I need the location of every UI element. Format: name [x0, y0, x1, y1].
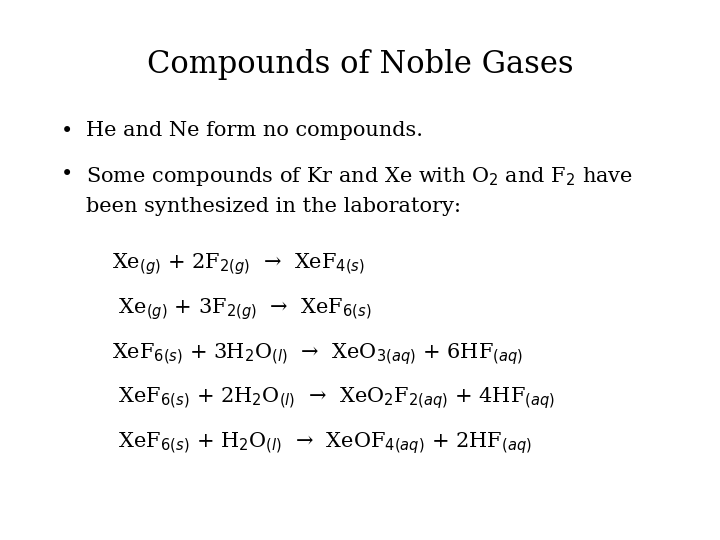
Text: been synthesized in the laboratory:: been synthesized in the laboratory: — [86, 197, 462, 216]
Text: Compounds of Noble Gases: Compounds of Noble Gases — [147, 49, 573, 79]
Text: He and Ne form no compounds.: He and Ne form no compounds. — [86, 122, 423, 140]
Text: XeF$_{6(s)}$ + 3H$_2$O$_{(l)}$  →  XeO$_{3(aq)}$ + 6HF$_{(aq)}$: XeF$_{6(s)}$ + 3H$_2$O$_{(l)}$ → XeO$_{3… — [112, 341, 523, 367]
Text: •: • — [61, 122, 73, 140]
Text: Xe$_{(g)}$ + 2F$_{2(g)}$  →  XeF$_{4(s)}$: Xe$_{(g)}$ + 2F$_{2(g)}$ → XeF$_{4(s)}$ — [112, 251, 364, 277]
Text: Some compounds of Kr and Xe with O$_2$ and F$_2$ have: Some compounds of Kr and Xe with O$_2$ a… — [86, 165, 634, 188]
Text: •: • — [61, 165, 73, 184]
Text: Xe$_{(g)}$ + 3F$_{2(g)}$  →  XeF$_{6(s)}$: Xe$_{(g)}$ + 3F$_{2(g)}$ → XeF$_{6(s)}$ — [112, 296, 372, 322]
Text: XeF$_{6(s)}$ + H$_2$O$_{(l)}$  →  XeOF$_{4(aq)}$ + 2HF$_{(aq)}$: XeF$_{6(s)}$ + H$_2$O$_{(l)}$ → XeOF$_{4… — [112, 430, 531, 456]
Text: XeF$_{6(s)}$ + 2H$_2$O$_{(l)}$  →  XeO$_2$F$_{2(aq)}$ + 4HF$_{(aq)}$: XeF$_{6(s)}$ + 2H$_2$O$_{(l)}$ → XeO$_2$… — [112, 386, 554, 411]
